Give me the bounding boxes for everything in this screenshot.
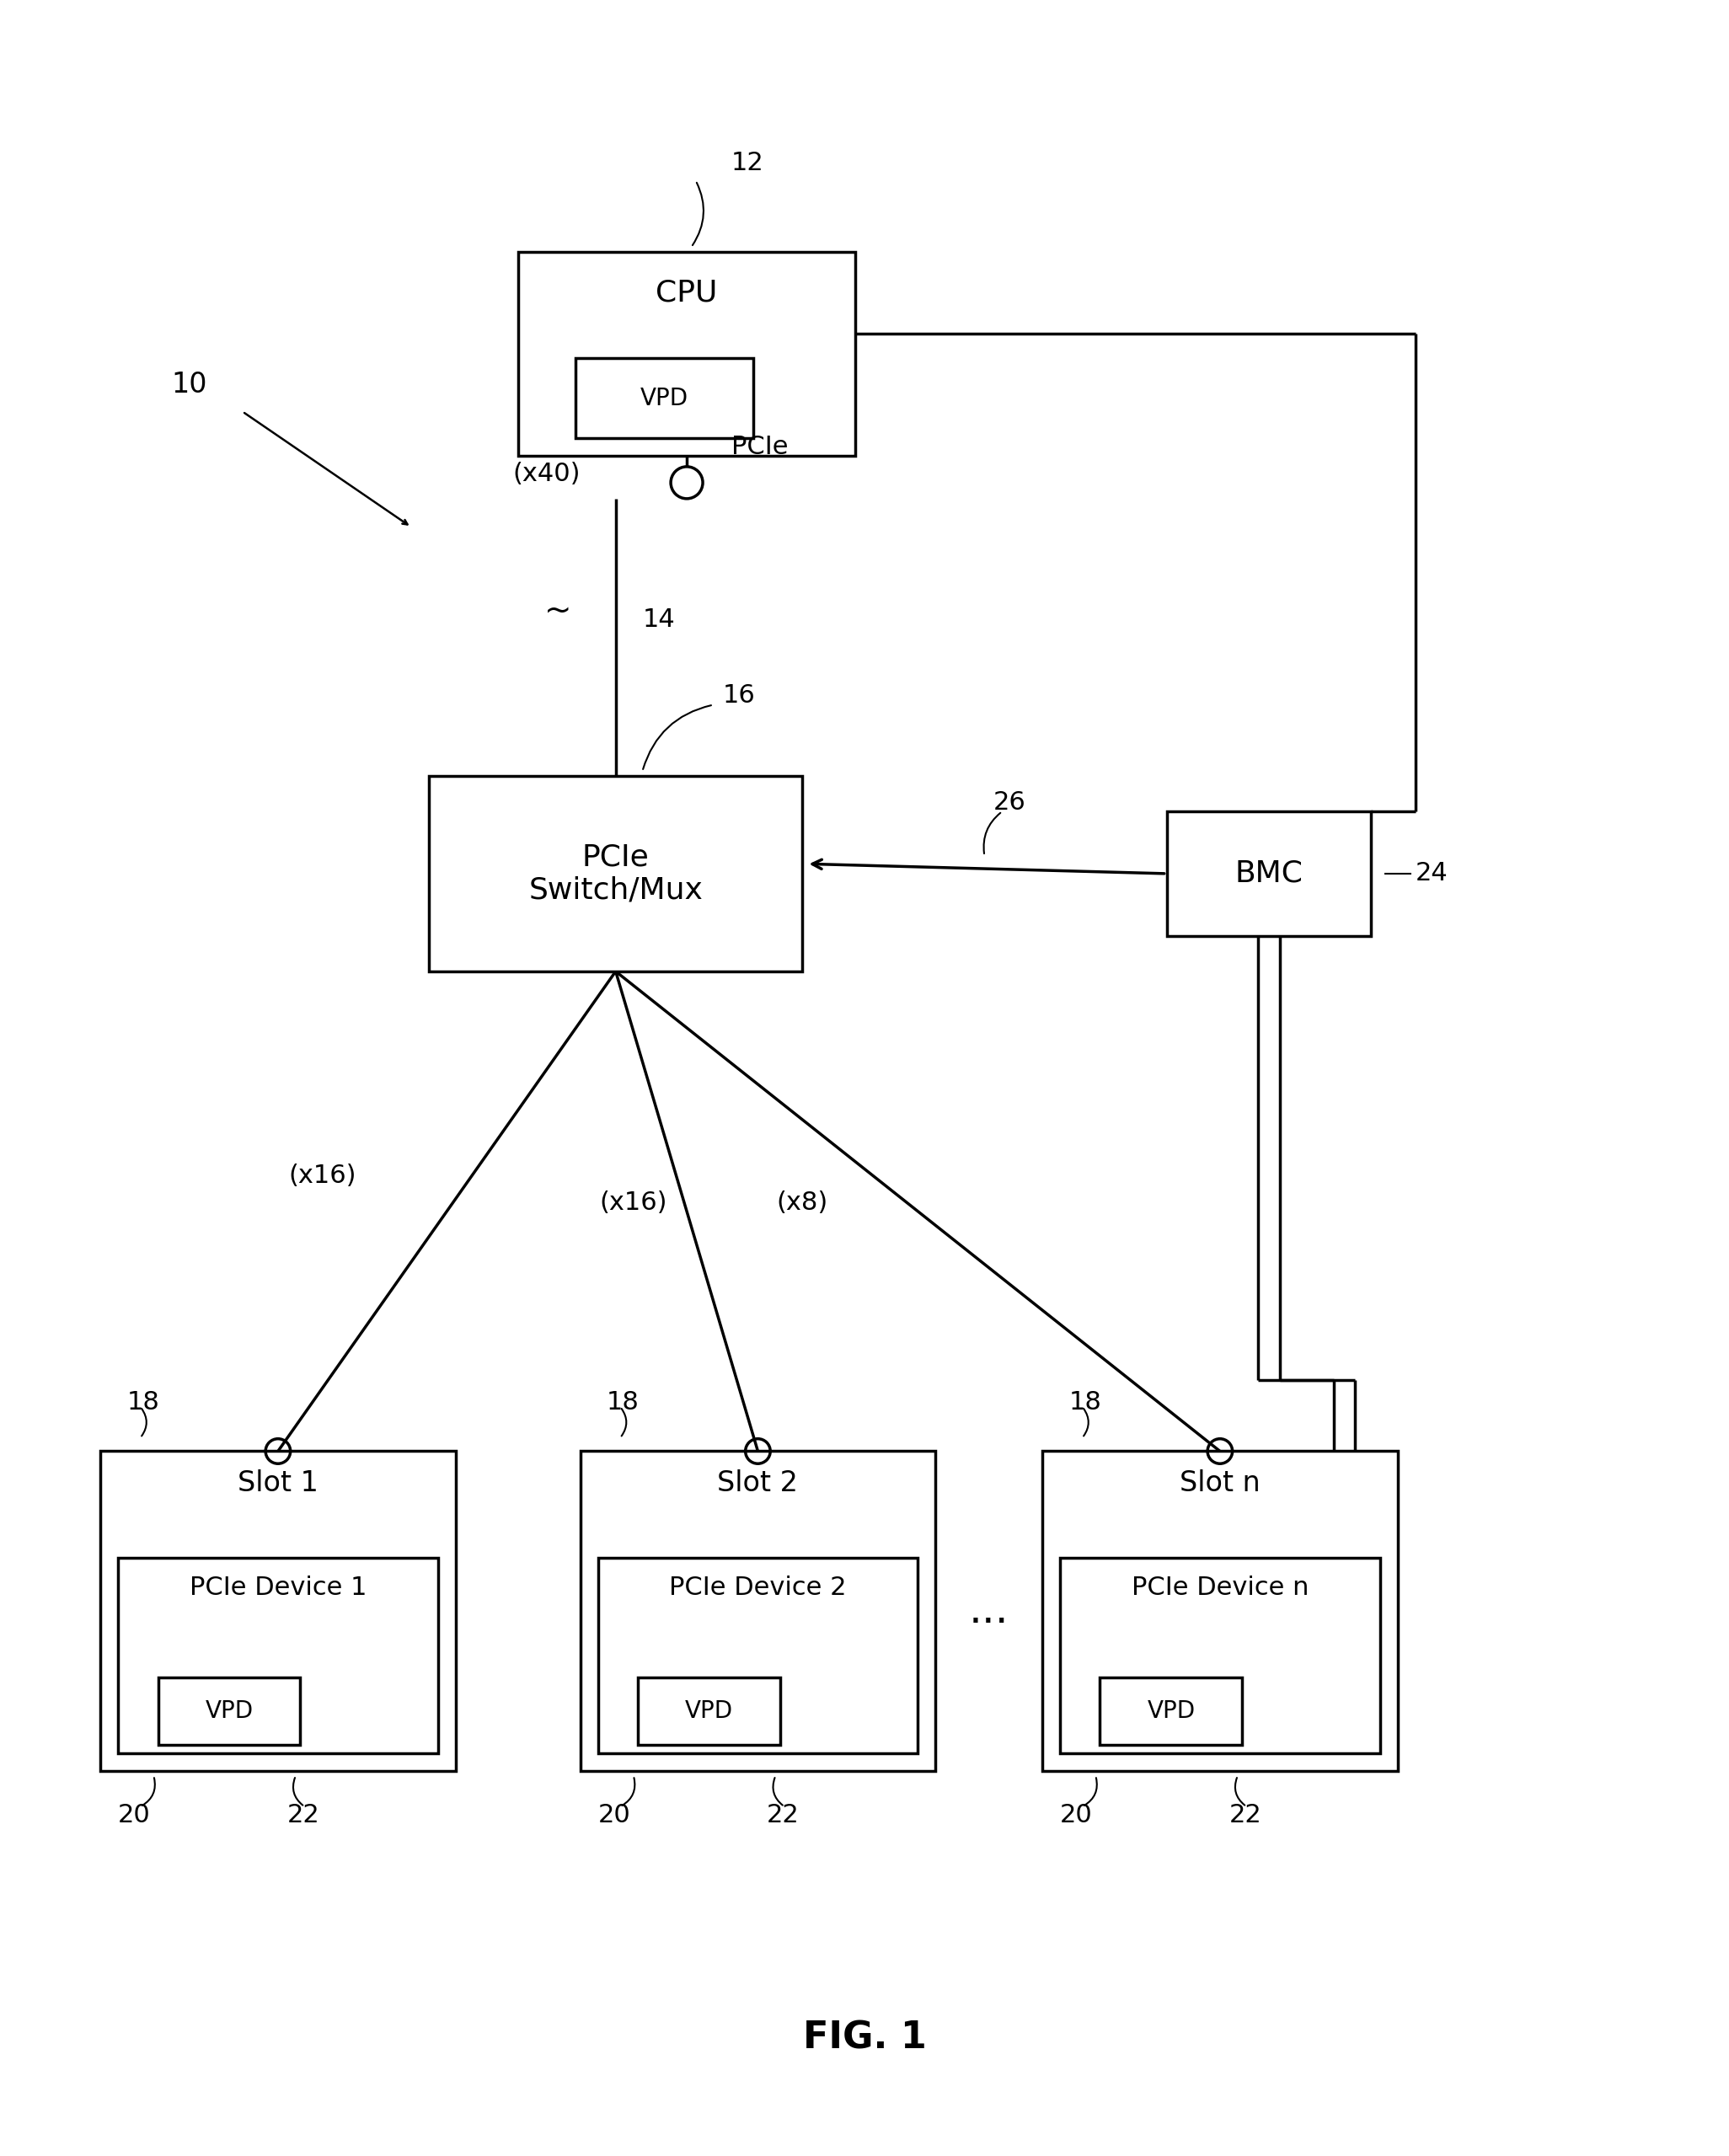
Text: ~: ~ [545,595,571,627]
Bar [100,1451,456,1770]
Text: Slot 1: Slot 1 [237,1468,318,1496]
Text: Slot 2: Slot 2 [718,1468,799,1496]
Text: 14: 14 [643,608,674,632]
Bar [1043,1451,1397,1770]
Bar [429,776,802,972]
Text: FIG. 1: FIG. 1 [802,2020,927,2057]
Text: CPU: CPU [655,278,718,306]
Text: 22: 22 [1229,1802,1262,1828]
Text: (x40): (x40) [512,461,581,485]
Text: 16: 16 [723,683,756,707]
Text: (x16): (x16) [600,1190,667,1214]
Text: 22: 22 [287,1802,320,1828]
Bar [1167,811,1371,936]
Text: 18: 18 [1069,1391,1101,1414]
Text: PCIe: PCIe [731,436,788,459]
Text: 26: 26 [994,791,1025,815]
Text: 18: 18 [607,1391,640,1414]
Text: PCIe Device 1: PCIe Device 1 [188,1576,367,1600]
Bar [638,1677,780,1744]
Text: BMC: BMC [1235,860,1304,888]
Bar [581,1451,935,1770]
Bar [576,358,754,438]
Bar [157,1677,301,1744]
Text: (x16): (x16) [289,1164,356,1188]
Text: PCIe
Switch/Mux: PCIe Switch/Mux [529,843,702,906]
Text: VPD: VPD [1146,1699,1195,1723]
Bar [1100,1677,1241,1744]
Text: (x8): (x8) [776,1190,828,1214]
Text: ...: ... [968,1591,1010,1632]
Bar [519,252,856,455]
Text: 20: 20 [598,1802,631,1828]
Text: Slot n: Slot n [1179,1468,1260,1496]
Text: 20: 20 [1060,1802,1093,1828]
Text: VPD: VPD [206,1699,252,1723]
Text: VPD: VPD [685,1699,733,1723]
Text: 10: 10 [171,371,207,399]
Text: 24: 24 [1416,862,1449,886]
Text: VPD: VPD [640,386,688,410]
Text: 22: 22 [766,1802,799,1828]
Bar [118,1559,437,1753]
Text: 12: 12 [731,151,764,175]
Text: PCIe Device n: PCIe Device n [1131,1576,1309,1600]
Text: 18: 18 [126,1391,159,1414]
Text: PCIe Device 2: PCIe Device 2 [669,1576,847,1600]
Bar [598,1559,918,1753]
Text: 20: 20 [118,1802,150,1828]
Bar [1060,1559,1380,1753]
